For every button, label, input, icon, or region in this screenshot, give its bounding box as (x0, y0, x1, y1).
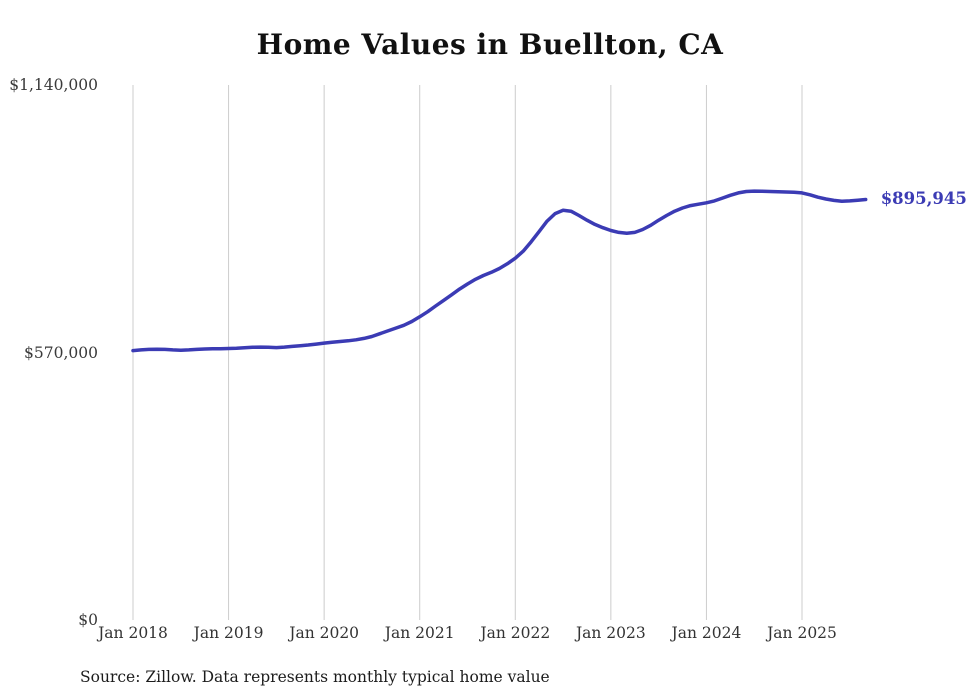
x-axis-tick-label: Jan 2021 (384, 624, 455, 642)
x-axis-tick-label: Jan 2018 (98, 624, 168, 642)
x-axis-tick-label: Jan 2020 (289, 624, 360, 642)
x-axis-tick-label: Jan 2024 (671, 624, 742, 642)
home-value-line (131, 189, 868, 353)
y-axis-tick-label: $1,140,000 (9, 76, 98, 94)
x-axis-tick-label: Jan 2022 (480, 624, 551, 642)
x-axis-tick-label: Jan 2023 (575, 624, 646, 642)
x-axis-tick-label: Jan 2025 (767, 624, 837, 642)
y-axis-tick-label: $0 (78, 611, 98, 629)
source-note: Source: Zillow. Data represents monthly … (80, 668, 550, 686)
latest-value-label: $895,945 (880, 188, 967, 208)
x-axis-tick-label: Jan 2019 (193, 624, 264, 642)
y-axis-tick-label: $570,000 (24, 343, 98, 362)
chart-title: Home Values in Buellton, CA (256, 28, 724, 61)
